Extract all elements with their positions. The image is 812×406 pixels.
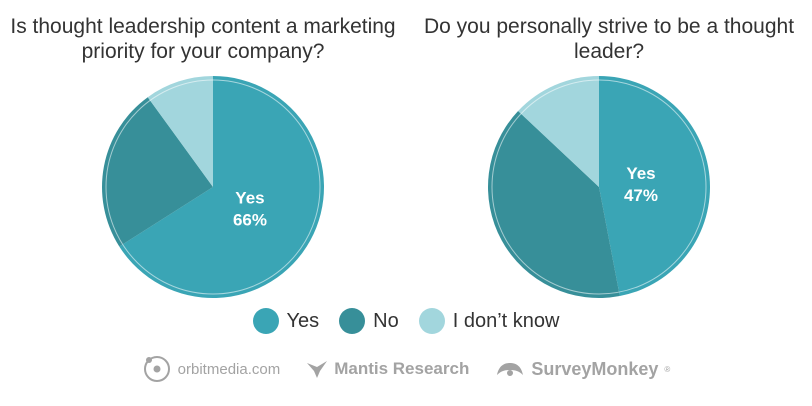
mantis-research-logo: Mantis Research xyxy=(306,359,469,379)
legend-label-no: No xyxy=(373,309,399,332)
slice-label-right: Yes xyxy=(626,164,655,183)
pie-slice-left-yes xyxy=(119,76,324,299)
surveymonkey-registered-mark: ® xyxy=(664,364,671,374)
legend-item-no: No xyxy=(339,308,399,334)
chart-title-right: Do you personally strive to be a thought… xyxy=(423,15,795,63)
mantis-icon xyxy=(307,361,328,378)
legend-swatch-dont-know xyxy=(418,308,445,334)
orbitmedia-label: orbitmedia.com xyxy=(177,360,281,378)
legend-label-dont-know: I don’t know xyxy=(452,309,560,332)
orbit-icon xyxy=(143,356,170,382)
legend: Yes No I don’t know xyxy=(0,308,812,334)
pie-inner-ring-left xyxy=(105,79,321,295)
surveymonkey-label: SurveyMonkey xyxy=(531,358,659,379)
slice-label-left: Yes xyxy=(235,188,264,207)
legend-swatch-no xyxy=(339,308,366,334)
chart-title-left: Is thought leadership content a marketin… xyxy=(10,15,396,63)
mantis-label: Mantis Research xyxy=(334,359,470,378)
pie-slice-right-no xyxy=(488,111,620,298)
pie-inner-ring-right xyxy=(491,79,707,295)
pie-slice-right-dont-know xyxy=(518,76,599,187)
orbitmedia-logo: orbitmedia.com xyxy=(142,354,281,384)
pie-charts: Yes 66% Yes 47% xyxy=(102,76,711,299)
surveymonkey-logo: SurveyMonkey ® xyxy=(495,359,670,380)
legend-item-yes: Yes xyxy=(252,308,320,334)
sponsor-logos: orbitmedia.com Mantis Research SurveyMon… xyxy=(0,354,812,384)
pie-slice-right-yes xyxy=(599,76,711,297)
legend-swatch-yes xyxy=(252,308,279,334)
pie-slice-left-dont-know xyxy=(147,76,213,187)
pie-slice-left-no xyxy=(102,97,213,247)
slice-value-right: 47% xyxy=(624,186,658,205)
slice-value-left: 66% xyxy=(233,210,267,229)
legend-label-yes: Yes xyxy=(286,309,320,332)
surveymonkey-icon xyxy=(497,363,524,376)
legend-item-dont-know: I don’t know xyxy=(418,308,560,334)
